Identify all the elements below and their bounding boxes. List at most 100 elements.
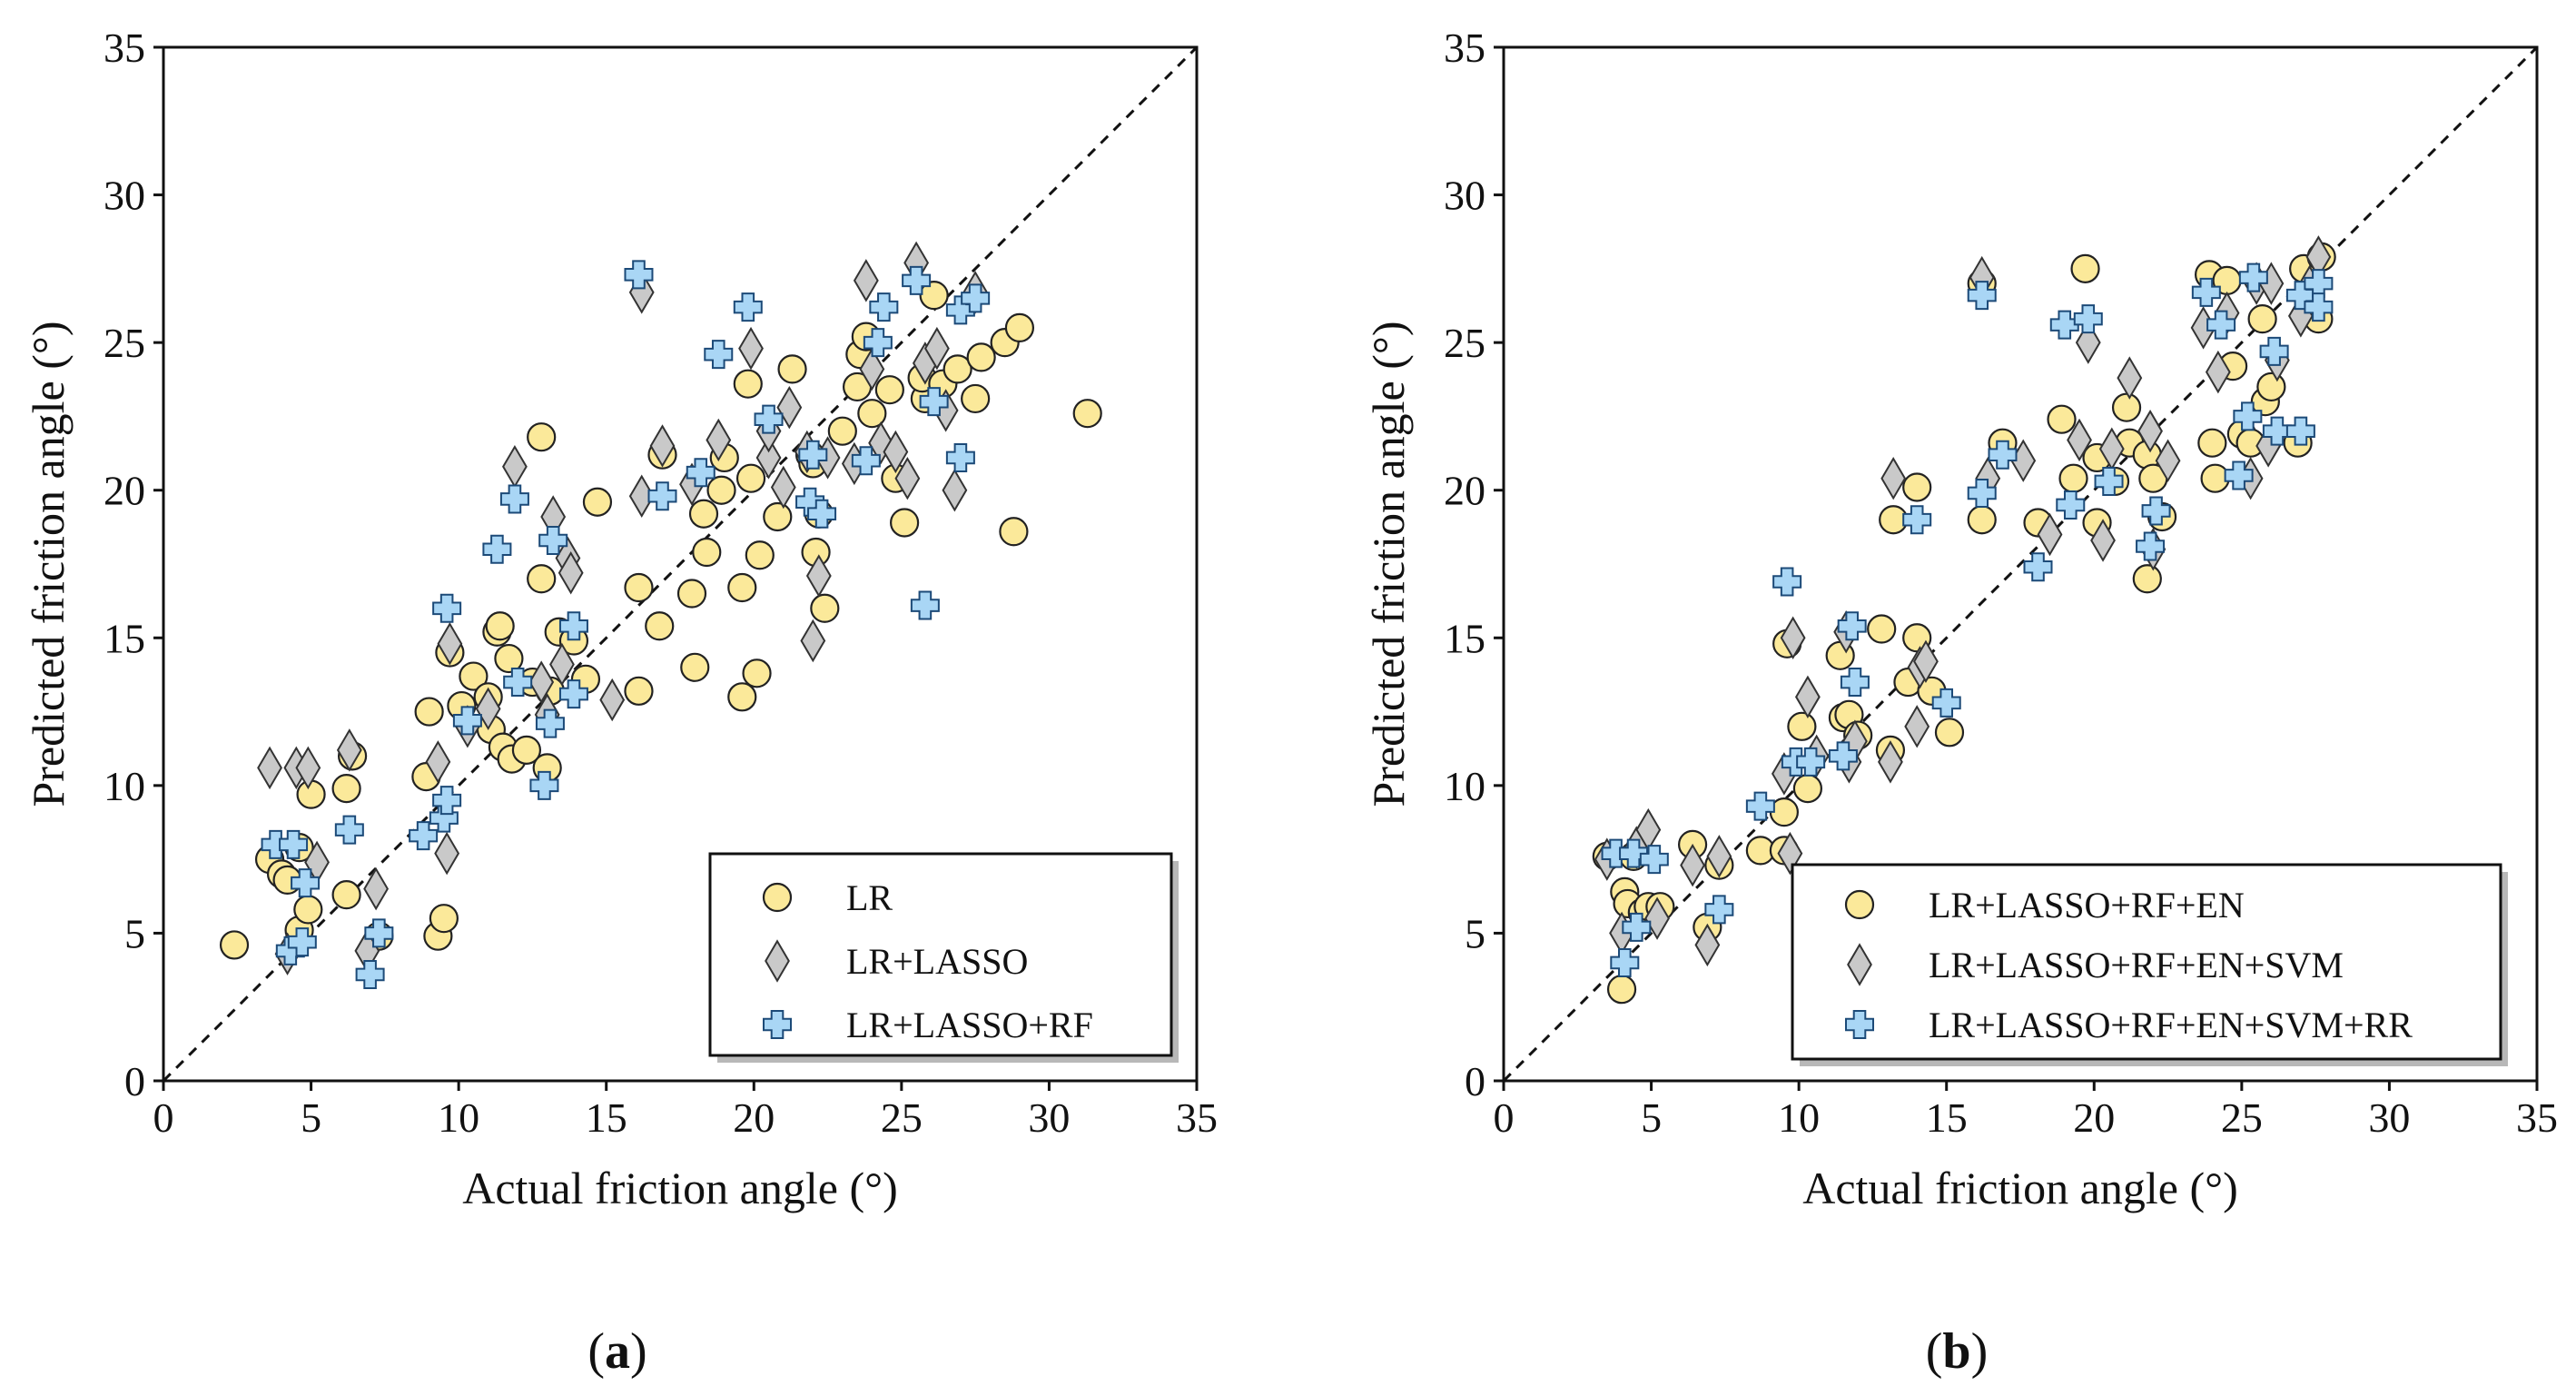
data-point-plus <box>2262 416 2292 446</box>
data-point-diamond <box>738 326 764 371</box>
legend-marker-diamond <box>1847 943 1872 986</box>
x-tick-label: 30 <box>2368 1094 2410 1141</box>
data-point-diamond <box>257 746 282 790</box>
data-point-plus <box>291 868 321 898</box>
y-tick-label: 10 <box>104 763 145 809</box>
data-point-circle <box>2058 463 2088 493</box>
data-point-plus <box>807 499 837 529</box>
data-point-circle <box>2247 304 2277 334</box>
data-point-plus <box>529 770 559 800</box>
data-point-plus <box>1796 747 1826 777</box>
data-point-circle <box>706 475 736 505</box>
data-point-circle <box>1072 399 1102 429</box>
x-tick-label: 5 <box>301 1094 321 1141</box>
data-point-plus <box>279 829 309 859</box>
data-point-circle <box>485 611 515 641</box>
data-point-circle <box>763 501 793 532</box>
data-point-plus <box>1772 567 1802 597</box>
data-point-diamond <box>923 326 950 371</box>
data-point-circle <box>1787 711 1817 741</box>
data-point-diamond <box>558 551 584 595</box>
data-point-plus <box>2141 496 2171 526</box>
data-point-diamond <box>853 259 879 302</box>
data-point-plus <box>2056 490 2086 520</box>
data-point-circle <box>2111 392 2142 422</box>
data-point-diamond <box>549 642 575 687</box>
data-point-diamond <box>1644 896 1670 940</box>
x-tick-label: 15 <box>1926 1094 1968 1141</box>
data-points <box>219 241 1102 989</box>
x-tick-label: 35 <box>2516 1094 2558 1141</box>
data-point-circle <box>676 579 707 609</box>
data-point-circle <box>919 281 949 311</box>
data-point-plus <box>2259 336 2289 366</box>
x-tick-label: 15 <box>586 1094 627 1141</box>
data-point-diamond <box>859 347 885 391</box>
data-point-plus <box>1988 440 2018 470</box>
axis-ticks: 0 5 10 15 20 25 30 35 0 5 10 15 20 25 30 35 <box>104 25 1218 1141</box>
panel-label-b-close: ) <box>1971 1323 1989 1380</box>
data-point-plus <box>334 815 364 845</box>
y-tick-label: 35 <box>104 25 145 71</box>
legend-marker-circle <box>1844 889 1875 920</box>
data-point-circle <box>680 652 710 682</box>
data-point-plus <box>647 481 677 511</box>
data-point-plus <box>287 927 317 957</box>
plot-frame <box>162 45 1199 1083</box>
data-point-plus <box>704 340 734 370</box>
data-point-plus <box>1745 791 1775 821</box>
data-point-diamond <box>528 660 555 704</box>
data-point-plus <box>558 679 588 709</box>
data-point-diamond <box>1780 616 1806 660</box>
data-point-circle <box>219 930 250 960</box>
panel-label-a-open: ( <box>587 1323 605 1380</box>
data-point-plus <box>2224 460 2254 490</box>
y-tick-label: 20 <box>104 468 145 514</box>
data-point-diamond <box>2155 439 2181 482</box>
data-point-circle <box>890 508 920 538</box>
data-point-diamond <box>2037 512 2063 557</box>
data-point-diamond <box>2137 409 2163 453</box>
data-point-circle <box>745 540 775 570</box>
data-point-diamond <box>1904 705 1930 748</box>
data-point-plus <box>432 593 462 623</box>
data-point-plus <box>1931 688 1961 718</box>
data-point-diamond <box>1878 740 1903 784</box>
data-point-plus <box>482 534 512 564</box>
y-tick-label: 15 <box>1444 615 1485 661</box>
data-point-plus <box>2285 416 2315 446</box>
y-tick-label: 10 <box>1444 763 1485 809</box>
data-point-plus <box>733 292 763 322</box>
data-point-plus <box>355 959 385 989</box>
chart-panel-a: 0 5 10 15 20 25 30 35 0 5 10 15 20 25 30 35 Actual fric… <box>23 25 1218 1380</box>
data-point-plus <box>863 328 893 358</box>
legend-label: LR+LASSO+RF+EN <box>1929 885 2245 926</box>
data-point-diamond <box>2117 356 2143 400</box>
data-point-diamond <box>1706 835 1732 878</box>
legend-label: LR+LASSO+RF <box>846 1005 1093 1045</box>
data-point-circle <box>1867 614 1897 644</box>
data-point-diamond <box>425 740 451 784</box>
data-point-circle <box>645 611 675 641</box>
data-point-circle <box>459 661 489 691</box>
data-point-diamond <box>2205 350 2231 394</box>
y-tick-label: 30 <box>1444 173 1485 219</box>
data-point-diamond <box>475 687 501 731</box>
data-point-circle <box>943 354 972 384</box>
data-point-plus <box>902 265 932 295</box>
data-point-diamond <box>295 746 321 790</box>
data-point-diamond <box>776 385 803 430</box>
data-point-circle <box>1792 774 1822 804</box>
data-point-plus <box>535 708 565 738</box>
data-point-diamond <box>437 622 463 666</box>
data-point-diamond <box>1913 639 1939 684</box>
data-point-diamond <box>649 424 676 468</box>
data-point-plus <box>2304 292 2334 322</box>
data-point-circle <box>810 593 840 623</box>
data-point-circle <box>296 779 326 809</box>
legend-label: LR+LASSO <box>846 941 1028 982</box>
data-point-circle <box>511 735 542 765</box>
data-point-diamond <box>502 444 528 489</box>
data-point-diamond <box>942 468 968 512</box>
legend-items: LR+LASSO+RF+EN LR+LASSO+RF+EN+SVM LR+LASSO… <box>1844 885 2413 1045</box>
